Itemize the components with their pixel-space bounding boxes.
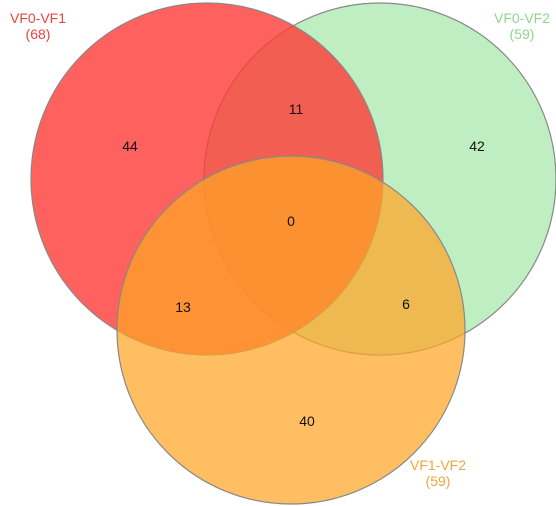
count-all-three: 0 [287, 213, 295, 229]
set-name: VF0-VF2 [493, 10, 550, 26]
set-label-vf0-vf1: VF0-VF1 (68) [0, 10, 76, 42]
set-circle-vf1-vf2 [116, 155, 466, 505]
count-vf0-vf1-and-vf0-vf2: 11 [289, 101, 304, 117]
set-name: VF1-VF2 [409, 457, 466, 473]
count-vf0-vf2-and-vf1-vf2: 6 [402, 296, 410, 312]
count-only-vf0-vf1: 44 [122, 138, 138, 154]
count-only-vf0-vf2: 42 [469, 138, 485, 154]
set-size: (59) [425, 473, 451, 489]
set-size: (68) [25, 26, 51, 42]
count-vf0-vf1-and-vf1-vf2: 13 [175, 299, 191, 315]
set-label-vf0-vf2: VF0-VF2 (59) [484, 10, 556, 42]
count-only-vf1-vf2: 40 [299, 413, 315, 429]
set-label-vf1-vf2: VF1-VF2 (59) [398, 457, 478, 489]
set-size: (59) [509, 26, 535, 42]
set-name: VF0-VF1 [9, 10, 66, 26]
